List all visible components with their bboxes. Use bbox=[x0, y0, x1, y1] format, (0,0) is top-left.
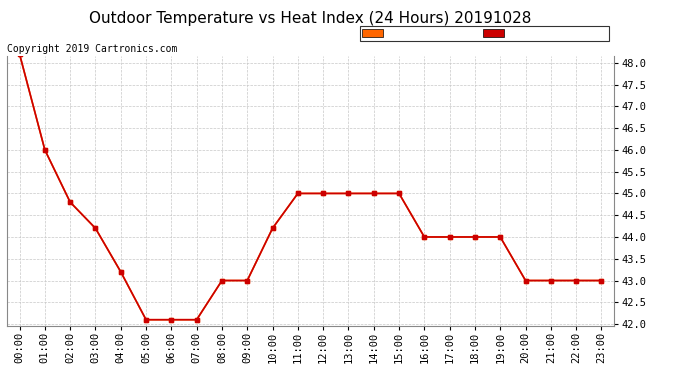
Text: Copyright 2019 Cartronics.com: Copyright 2019 Cartronics.com bbox=[7, 44, 177, 54]
Text: Outdoor Temperature vs Heat Index (24 Hours) 20191028: Outdoor Temperature vs Heat Index (24 Ho… bbox=[89, 11, 532, 26]
Legend: Heat Index (°F), Temperature (°F): Heat Index (°F), Temperature (°F) bbox=[360, 26, 609, 40]
